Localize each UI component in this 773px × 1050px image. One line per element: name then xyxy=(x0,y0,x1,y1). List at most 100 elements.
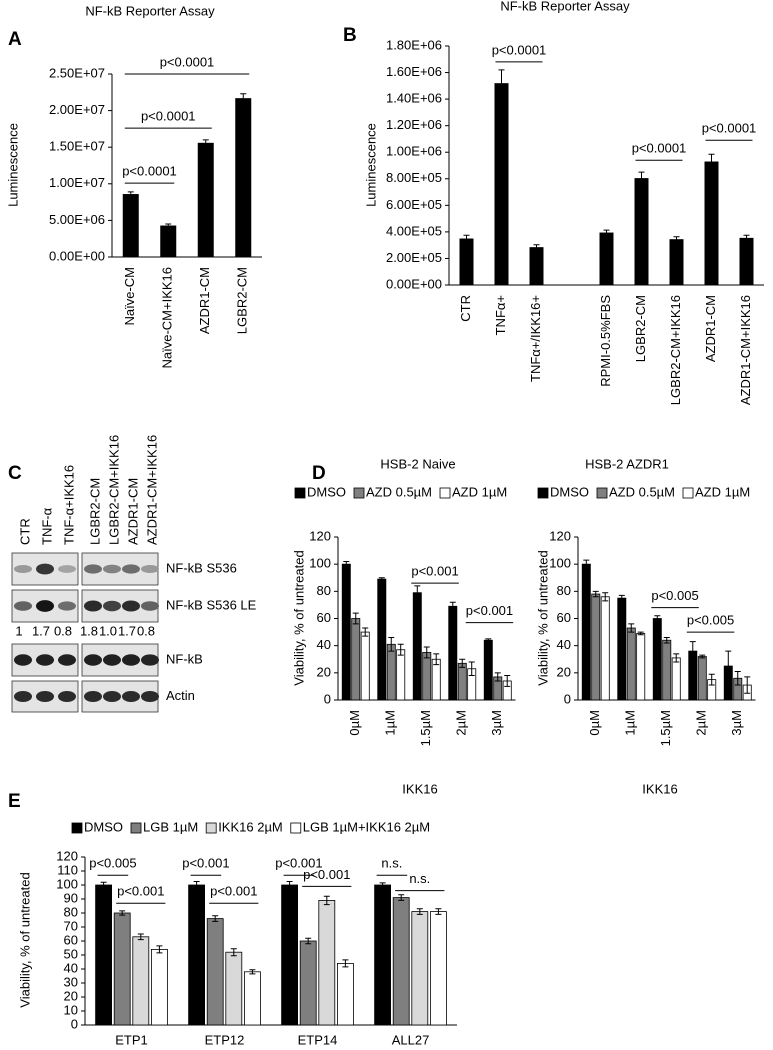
error-bar xyxy=(378,577,385,581)
bar xyxy=(652,618,662,701)
y-tick-label: 1.40E+06 xyxy=(386,91,442,106)
significance-label: p<0.001 xyxy=(275,856,322,871)
bar xyxy=(697,656,707,701)
significance-label: n.s. xyxy=(409,871,430,886)
x-axis-label: IKK16 xyxy=(642,781,677,796)
blot-band xyxy=(103,564,121,574)
x-tick-label: 1µM xyxy=(623,710,638,736)
significance-label: p<0.005 xyxy=(89,856,136,871)
error-bar xyxy=(725,650,732,682)
panel-label: D xyxy=(312,463,326,484)
bar xyxy=(396,649,406,701)
legend-label: DMSO xyxy=(550,484,589,499)
error-bar xyxy=(734,670,741,686)
legend-label: IKK16 2µM xyxy=(218,819,283,834)
y-tick-label: 1.20E+06 xyxy=(386,117,442,132)
y-tick-label: 20 xyxy=(64,988,78,1003)
panel-label: C xyxy=(8,463,22,484)
bar xyxy=(617,597,627,701)
error-bar xyxy=(165,223,172,228)
x-tick-label: 3µM xyxy=(489,710,504,736)
error-bar xyxy=(533,244,540,251)
error-bar xyxy=(433,653,440,666)
y-tick-label: 90 xyxy=(64,890,78,905)
significance-label: p<0.005 xyxy=(651,588,698,603)
y-tick-label: 120 xyxy=(309,528,331,543)
error-bar xyxy=(498,69,505,97)
error-bar xyxy=(230,948,237,957)
lane-label: TNF-α+IKK16 xyxy=(61,465,76,545)
bar xyxy=(95,884,112,1026)
band-ratio: 1 xyxy=(15,623,22,638)
legend-swatch xyxy=(71,822,83,834)
bar xyxy=(430,911,447,1026)
bar xyxy=(160,225,177,257)
blot-band xyxy=(141,654,159,666)
y-tick-label: 5.00E+06 xyxy=(49,212,105,227)
error-bar xyxy=(212,915,219,922)
panel-label: E xyxy=(8,791,21,812)
error-bar xyxy=(435,908,442,915)
lane-label: AZDR1-CM xyxy=(125,478,140,545)
bar xyxy=(600,596,610,701)
bar xyxy=(318,900,336,1026)
bar xyxy=(483,639,493,701)
error-bar xyxy=(240,93,247,104)
lane-label: LGBR2-CM+IKK16 xyxy=(106,435,121,545)
error-bar xyxy=(305,937,312,945)
y-tick-label: 2.00E+05 xyxy=(386,250,442,265)
y-axis-label: Luminescence xyxy=(363,123,378,207)
significance-label: n.s. xyxy=(381,856,402,871)
y-tick-label: 0 xyxy=(71,1016,78,1031)
legend-label: AZD 1µM xyxy=(452,484,507,499)
band-ratio: 1.7 xyxy=(32,623,50,638)
lane-label: AZDR1-CM+IKK16 xyxy=(144,435,159,545)
y-tick-label: 110 xyxy=(57,862,78,877)
blot-band xyxy=(84,564,102,574)
blot-band xyxy=(122,654,140,666)
lane-label: CTR xyxy=(17,518,32,545)
blot-band xyxy=(14,690,32,703)
bar xyxy=(704,161,719,285)
y-tick-label: 60 xyxy=(64,932,78,947)
y-tick-label: 40 xyxy=(317,637,331,652)
bar xyxy=(351,618,361,701)
bar xyxy=(113,912,131,1026)
y-tick-label: 10 xyxy=(64,1002,78,1017)
y-tick-label: 8.00E+05 xyxy=(386,170,442,185)
error-bar xyxy=(504,675,511,687)
y-tick-label: 1.60E+06 xyxy=(386,64,442,79)
band-label: NF-kB xyxy=(166,651,203,666)
y-tick-label: 20 xyxy=(557,664,571,679)
error-bar xyxy=(119,910,126,916)
error-bar xyxy=(362,627,369,637)
bar xyxy=(494,83,509,285)
x-tick-label: Naïve-CM+IKK16 xyxy=(160,267,175,369)
y-tick-label: 40 xyxy=(64,960,78,975)
error-bar xyxy=(414,585,421,600)
legend-swatch xyxy=(294,487,306,499)
x-tick-label: ALL27 xyxy=(392,1032,430,1047)
blot-band xyxy=(14,564,32,574)
y-tick-label: 6.00E+05 xyxy=(386,197,442,212)
y-tick-label: 40 xyxy=(557,637,571,652)
error-bar xyxy=(193,881,200,889)
bar xyxy=(431,658,441,701)
bar xyxy=(529,247,544,285)
legend-swatch xyxy=(596,487,608,499)
bar xyxy=(662,639,672,701)
error-bar xyxy=(743,234,750,242)
error-bar xyxy=(127,191,134,197)
blot-band xyxy=(58,601,76,611)
error-bar xyxy=(137,933,144,941)
error-bar xyxy=(100,881,107,889)
band-ratio: 1.7 xyxy=(118,623,136,638)
band-label: Actin xyxy=(166,688,195,703)
error-bar xyxy=(202,139,209,147)
error-bar xyxy=(249,969,256,975)
band-ratio: 1.8 xyxy=(80,623,98,638)
y-tick-label: 2.50E+07 xyxy=(49,65,105,80)
y-tick-label: 60 xyxy=(557,610,571,625)
legend-label: DMSO xyxy=(84,819,123,834)
